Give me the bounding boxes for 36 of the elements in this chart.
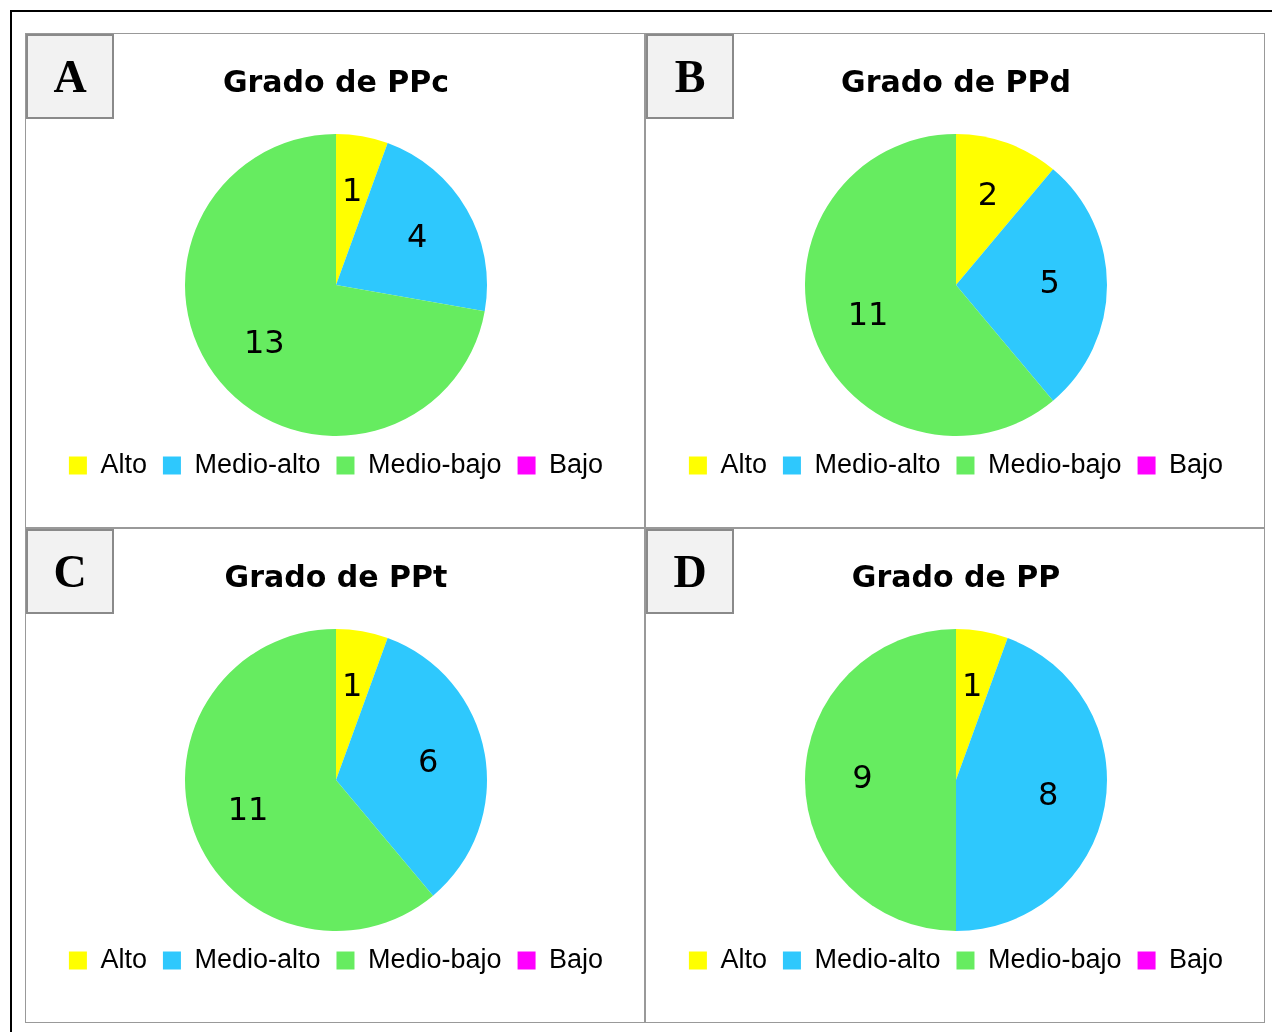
data-label: 1 xyxy=(962,666,983,705)
legend-label: Bajo xyxy=(549,448,604,479)
legend-label: Bajo xyxy=(1169,943,1224,974)
chart-title: Grado de PPd xyxy=(841,63,1071,99)
data-label: 4 xyxy=(406,216,428,255)
data-label: 2 xyxy=(977,175,999,214)
legend-label: Alto xyxy=(100,448,147,479)
chart-title: Grado de PPc xyxy=(222,63,450,99)
data-label: 11 xyxy=(847,295,889,334)
legend-label: Medio-alto xyxy=(814,943,941,974)
chart-title: Grado de PP xyxy=(851,558,1061,594)
text: B xyxy=(646,34,734,119)
text: A xyxy=(26,34,114,119)
legend-label: Medio-bajo xyxy=(987,448,1122,479)
data-label: 11 xyxy=(227,790,269,829)
chart-title: Grado de PPt xyxy=(224,558,448,594)
legend-label: Medio-bajo xyxy=(367,448,502,479)
legend-label: Bajo xyxy=(549,943,604,974)
legend-label: Medio-alto xyxy=(814,448,941,479)
data-label: 13 xyxy=(243,323,285,362)
data-label: 1 xyxy=(342,171,363,210)
legend-label: Alto xyxy=(720,943,767,974)
text: D xyxy=(646,529,734,614)
text: C xyxy=(26,529,114,614)
legend-label: Medio-alto xyxy=(194,943,321,974)
data-label: 9 xyxy=(852,758,873,797)
data-label: 5 xyxy=(1039,263,1060,302)
data-label: 6 xyxy=(418,742,439,781)
legend-label: Alto xyxy=(100,943,147,974)
legend-label: Medio-bajo xyxy=(367,943,502,974)
legend-label: Medio-alto xyxy=(194,448,321,479)
legend-label: Bajo xyxy=(1169,448,1224,479)
legend-label: Medio-bajo xyxy=(987,943,1122,974)
legend-label: Alto xyxy=(720,448,767,479)
data-label: 8 xyxy=(1038,774,1059,813)
data-label: 1 xyxy=(342,666,363,705)
